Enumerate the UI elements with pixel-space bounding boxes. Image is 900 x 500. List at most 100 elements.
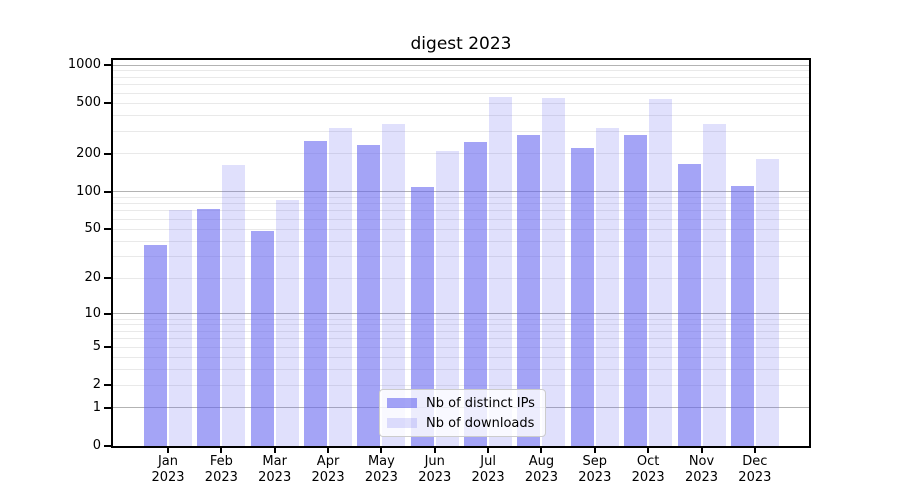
- minor-gridline: [113, 369, 809, 371]
- bar-distinct-ips: [677, 164, 701, 446]
- x-tick-mark: [433, 448, 436, 453]
- bar-distinct-ips: [464, 142, 488, 446]
- minor-gridline: [113, 196, 809, 198]
- x-tick-label-year: 2023: [204, 470, 238, 485]
- minor-gridline: [113, 84, 809, 86]
- y-tick-label: 50: [84, 221, 101, 237]
- x-tick-label: Dec 2023: [727, 454, 783, 486]
- bar-distinct-ips: [304, 140, 328, 446]
- y-tick-mark: [104, 406, 111, 409]
- legend-swatch-downloads: [387, 418, 417, 428]
- bar-distinct-ips: [624, 134, 648, 446]
- bar-downloads: [169, 210, 192, 446]
- bar-downloads: [595, 128, 619, 446]
- minor-gridline: [113, 228, 809, 230]
- minor-gridline: [113, 210, 809, 212]
- y-tick-label: 200: [76, 145, 101, 161]
- bar-downloads: [275, 199, 299, 446]
- x-tick-label: May 2023: [353, 454, 409, 486]
- x-tick-mark: [273, 448, 276, 453]
- x-tick-label: Jun 2023: [407, 454, 463, 486]
- y-tick-label: 1: [92, 399, 101, 415]
- minor-gridline: [113, 384, 809, 386]
- x-tick-label: Sep 2023: [567, 454, 623, 486]
- bar-distinct-ips: [410, 186, 434, 446]
- minor-gridline: [113, 330, 809, 332]
- legend-swatch-distinct-ips: [387, 398, 417, 408]
- chart-title: digest 2023: [410, 34, 512, 54]
- legend-label-distinct-ips: Nb of distinct IPs: [426, 395, 535, 411]
- bar-downloads: [222, 164, 246, 446]
- x-tick-mark: [753, 448, 756, 453]
- x-tick-label-year: 2023: [631, 470, 665, 485]
- y-tick-label: 10: [84, 305, 101, 321]
- y-tick-mark: [104, 152, 111, 155]
- x-tick-label-year: 2023: [364, 470, 398, 485]
- y-tick-mark: [104, 384, 111, 387]
- x-tick-mark: [380, 448, 383, 453]
- bar-downloads: [649, 99, 673, 446]
- major-gridline: [113, 64, 809, 66]
- x-tick-label: Mar 2023: [247, 454, 303, 486]
- minor-gridline: [113, 153, 809, 155]
- x-tick-mark: [327, 448, 330, 453]
- bar-downloads: [489, 96, 513, 446]
- minor-gridline: [113, 324, 809, 326]
- y-tick-label: 2: [92, 377, 101, 393]
- y-tick-mark: [104, 228, 111, 231]
- legend-label-downloads: Nb of downloads: [426, 415, 535, 431]
- y-tick-mark: [104, 102, 111, 105]
- x-tick-label-year: 2023: [471, 470, 505, 485]
- bar-downloads: [435, 151, 459, 446]
- bar-distinct-ips: [357, 145, 381, 446]
- x-tick-label: Oct 2023: [620, 454, 676, 486]
- bar-downloads: [382, 124, 406, 446]
- bar-downloads: [542, 98, 566, 446]
- x-tick-mark: [700, 448, 703, 453]
- x-tick-mark: [593, 448, 596, 453]
- bar-downloads: [329, 128, 353, 446]
- y-tick-mark: [104, 312, 111, 315]
- legend: Nb of distinct IPs Nb of downloads: [379, 389, 546, 437]
- x-tick-mark: [647, 448, 650, 453]
- y-tick-mark: [104, 445, 111, 447]
- minor-gridline: [113, 218, 809, 220]
- y-tick-label: 1000: [67, 57, 101, 73]
- legend-item-distinct-ips: Nb of distinct IPs: [387, 396, 538, 411]
- x-tick-label: Aug 2023: [513, 454, 569, 486]
- x-tick-label-year: 2023: [258, 470, 292, 485]
- y-tick-label: 20: [84, 270, 101, 286]
- bar-distinct-ips: [517, 135, 541, 446]
- minor-gridline: [113, 318, 809, 320]
- x-tick-label-year: 2023: [418, 470, 452, 485]
- minor-gridline: [113, 256, 809, 258]
- x-tick-label-year: 2023: [578, 470, 612, 485]
- y-tick-label: 100: [76, 183, 101, 199]
- x-tick-label-year: 2023: [684, 470, 719, 485]
- minor-gridline: [113, 240, 809, 242]
- x-tick-label: Apr 2023: [300, 454, 356, 486]
- minor-gridline: [113, 130, 809, 132]
- x-tick-label: Jul 2023: [460, 454, 516, 486]
- x-tick-label: Nov 2023: [674, 454, 730, 486]
- minor-gridline: [113, 277, 809, 279]
- bar-distinct-ips: [250, 231, 274, 446]
- bar-distinct-ips: [144, 245, 167, 446]
- major-gridline: [113, 313, 809, 315]
- x-tick-label-year: 2023: [524, 470, 558, 485]
- bar-distinct-ips: [197, 208, 221, 446]
- minor-gridline: [113, 203, 809, 205]
- minor-gridline: [113, 92, 809, 94]
- x-tick-mark: [540, 448, 543, 453]
- x-tick-label-year: 2023: [311, 470, 345, 485]
- bar-downloads: [702, 124, 726, 446]
- minor-gridline: [113, 102, 809, 104]
- x-tick-label-year: 2023: [151, 470, 185, 485]
- x-tick-mark: [487, 448, 490, 453]
- bar-downloads: [755, 159, 779, 446]
- y-tick-mark: [104, 64, 111, 67]
- y-tick-label: 0: [92, 438, 101, 453]
- y-tick-mark: [104, 190, 111, 193]
- minor-gridline: [113, 114, 809, 116]
